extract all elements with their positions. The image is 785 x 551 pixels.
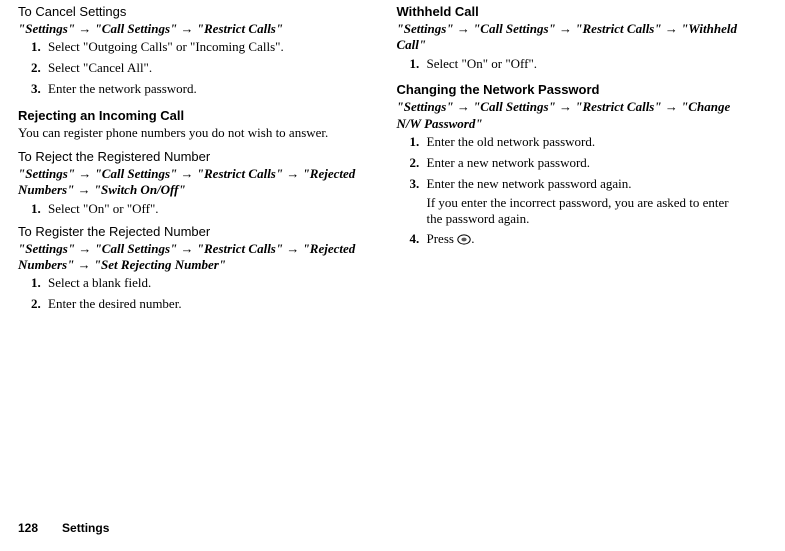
- list-item: Enter the old network password.: [423, 134, 746, 151]
- list-item: Select "Cancel All".: [44, 60, 367, 77]
- rejecting-intro: You can register phone numbers you do no…: [18, 125, 367, 141]
- withheld-steps: Select "On" or "Off".: [397, 56, 746, 73]
- list-item: Select "On" or "Off".: [44, 201, 367, 218]
- list-item: Press .: [423, 231, 746, 250]
- step-note: If you enter the incorrect password, you…: [427, 195, 746, 228]
- register-rejected-heading: To Register the Rejected Number: [18, 224, 367, 239]
- register-rejected-steps: Select a blank field. Enter the desired n…: [18, 275, 367, 313]
- step-text: Press: [427, 231, 458, 246]
- changepw-heading: Changing the Network Password: [397, 82, 746, 97]
- left-column: To Cancel Settings "Settings" → "Call Se…: [18, 4, 367, 319]
- step-text: Enter the old network password.: [427, 134, 596, 149]
- reject-registered-steps: Select "On" or "Off".: [18, 201, 367, 218]
- center-key-icon: [457, 233, 471, 250]
- rejecting-heading: Rejecting an Incoming Call: [18, 108, 367, 123]
- page-footer: 128 Settings: [18, 521, 109, 535]
- list-item: Select "On" or "Off".: [423, 56, 746, 73]
- list-item: Enter the desired number.: [44, 296, 367, 313]
- list-item: Enter the network password.: [44, 81, 367, 98]
- cancel-settings-heading: To Cancel Settings: [18, 4, 367, 19]
- list-item: Enter the new network password again. If…: [423, 176, 746, 227]
- page: To Cancel Settings "Settings" → "Call Se…: [0, 0, 785, 551]
- footer-section: Settings: [62, 521, 109, 535]
- step-suffix: .: [471, 231, 474, 246]
- reject-registered-heading: To Reject the Registered Number: [18, 149, 367, 164]
- withheld-path: "Settings" → "Call Settings" → "Restrict…: [397, 21, 746, 54]
- changepw-steps: Enter the old network password. Enter a …: [397, 134, 746, 250]
- cancel-settings-path: "Settings" → "Call Settings" → "Restrict…: [18, 21, 367, 37]
- list-item: Enter a new network password.: [423, 155, 746, 172]
- changepw-path: "Settings" → "Call Settings" → "Restrict…: [397, 99, 746, 132]
- right-column: Withheld Call "Settings" → "Call Setting…: [397, 4, 746, 319]
- step-text: Enter the new network password again.: [427, 176, 632, 191]
- reject-registered-path: "Settings" → "Call Settings" → "Restrict…: [18, 166, 367, 199]
- cancel-settings-steps: Select "Outgoing Calls" or "Incoming Cal…: [18, 39, 367, 98]
- page-number: 128: [18, 521, 38, 535]
- list-item: Select "Outgoing Calls" or "Incoming Cal…: [44, 39, 367, 56]
- register-rejected-path: "Settings" → "Call Settings" → "Restrict…: [18, 241, 367, 274]
- columns: To Cancel Settings "Settings" → "Call Se…: [18, 4, 745, 319]
- step-text: Enter a new network password.: [427, 155, 591, 170]
- list-item: Select a blank field.: [44, 275, 367, 292]
- withheld-heading: Withheld Call: [397, 4, 746, 19]
